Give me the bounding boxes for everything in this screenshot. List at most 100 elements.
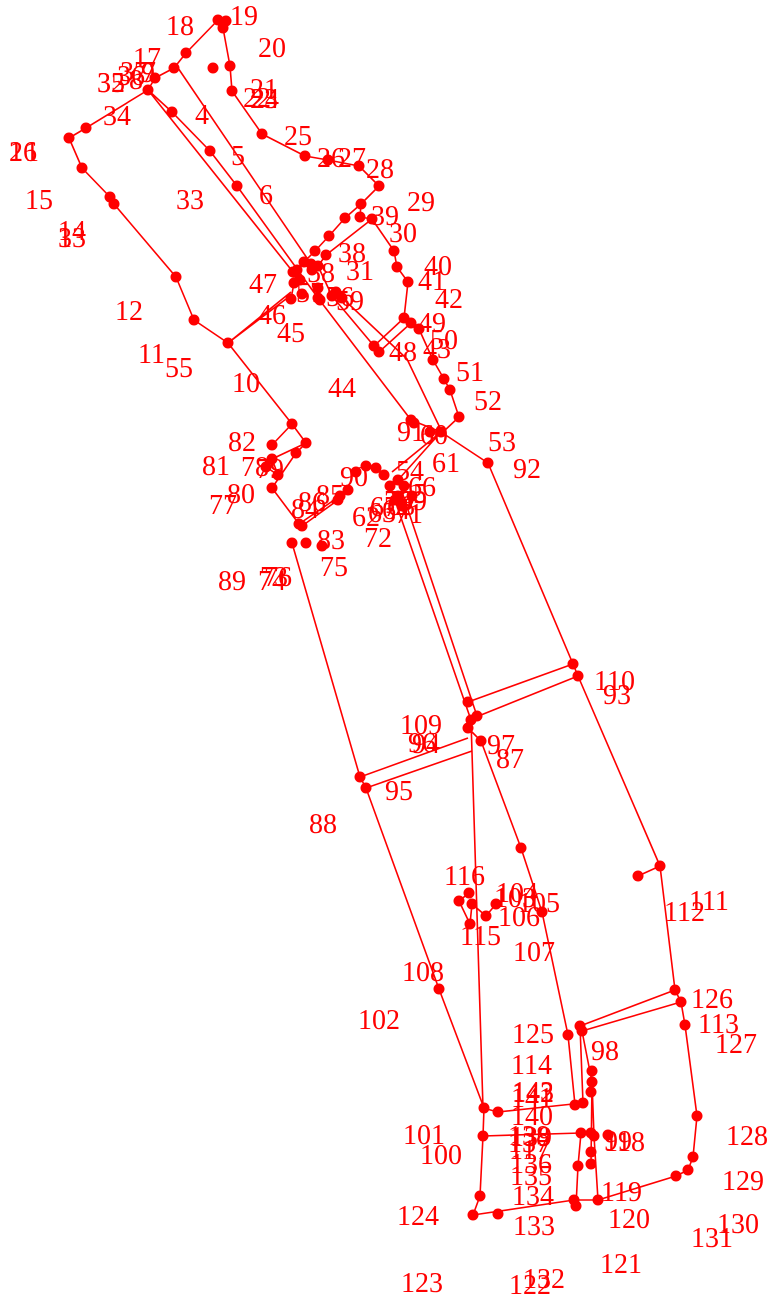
node-label-24: 24 xyxy=(251,84,279,115)
node-label-107: 107 xyxy=(513,937,555,968)
node-marker-90 xyxy=(286,537,298,549)
node-label-49: 49 xyxy=(418,308,446,339)
node-marker-78 xyxy=(350,466,362,478)
node-marker-100 xyxy=(354,771,366,783)
node-label-64: 64 xyxy=(382,495,410,526)
node-marker-5 xyxy=(170,271,182,283)
node-label-126: 126 xyxy=(691,984,733,1015)
node-label-11: 11 xyxy=(138,339,165,370)
node-marker-41 xyxy=(482,457,494,469)
node-marker-43 xyxy=(366,213,378,225)
node-label-23: 23 xyxy=(250,84,278,115)
node-marker-121 xyxy=(679,1019,691,1031)
edge-20 xyxy=(389,485,499,1113)
node-label-81: 81 xyxy=(202,451,230,482)
node-label-25: 25 xyxy=(284,121,312,152)
node-label-96: 96 xyxy=(408,728,436,759)
node-label-73: 73 xyxy=(260,562,288,593)
node-marker-49 xyxy=(413,323,425,335)
node-label-21: 21 xyxy=(250,74,278,105)
node-marker-76 xyxy=(332,494,344,506)
node-label-129: 129 xyxy=(722,1166,764,1197)
edge-21 xyxy=(397,479,543,913)
node-marker-107 xyxy=(492,1106,504,1118)
node-label-12: 12 xyxy=(115,296,143,327)
node-label-71: 71 xyxy=(395,499,423,530)
node-label-53: 53 xyxy=(488,427,516,458)
edge-19 xyxy=(335,291,443,433)
node-marker-143 xyxy=(424,426,436,438)
node-label-131: 131 xyxy=(691,1223,733,1254)
node-marker-123 xyxy=(687,1151,699,1163)
node-marker-86 xyxy=(406,490,418,502)
node-label-85: 85 xyxy=(316,480,344,511)
node-label-62: 62 xyxy=(352,502,380,533)
node-label-79: 79 xyxy=(256,454,284,485)
node-label-68: 68 xyxy=(387,491,415,522)
node-label-42: 42 xyxy=(435,284,463,315)
node-marker-89 xyxy=(300,537,312,549)
node-marker-30 xyxy=(309,245,321,257)
node-marker-51 xyxy=(438,373,450,385)
node-marker-56 xyxy=(320,249,332,261)
node-marker-130 xyxy=(586,1076,598,1088)
node-label-28: 28 xyxy=(366,154,394,185)
node-label-103: 103 xyxy=(494,883,536,914)
node-label-15: 15 xyxy=(25,185,53,216)
node-label-17: 17 xyxy=(133,43,161,74)
node-label-20: 20 xyxy=(258,33,286,64)
node-label-121: 121 xyxy=(600,1249,642,1280)
node-marker-141 xyxy=(602,1129,614,1141)
node-marker-125 xyxy=(670,1170,682,1182)
node-marker-140 xyxy=(585,1158,597,1170)
node-marker-2 xyxy=(76,162,88,174)
node-label-110: 110 xyxy=(594,666,635,697)
node-marker-28 xyxy=(339,212,351,224)
node-label-2: 2 xyxy=(9,137,23,168)
node-marker-27 xyxy=(355,198,367,210)
node-label-111: 111 xyxy=(689,886,729,917)
node-label-55: 55 xyxy=(165,353,193,384)
node-label-128: 128 xyxy=(726,1121,768,1152)
node-label-46: 46 xyxy=(258,300,286,331)
node-label-95: 95 xyxy=(385,776,413,807)
node-marker-117 xyxy=(480,910,492,922)
node-marker-144 xyxy=(316,540,328,552)
edge-9 xyxy=(301,499,339,527)
node-label-125: 125 xyxy=(512,1019,554,1050)
edge-22 xyxy=(397,431,442,481)
node-label-37: 37 xyxy=(120,57,148,88)
node-marker-111 xyxy=(562,1029,574,1041)
node-label-56: 56 xyxy=(326,282,354,313)
node-marker-122 xyxy=(691,1110,703,1122)
node-label-36: 36 xyxy=(117,61,145,92)
edge-29 xyxy=(581,1001,682,1032)
node-marker-66 xyxy=(296,288,308,300)
node-marker-64 xyxy=(312,282,324,294)
node-label-75: 75 xyxy=(320,552,348,583)
node-marker-23 xyxy=(299,150,311,162)
node-marker-82 xyxy=(384,480,396,492)
node-marker-120 xyxy=(675,996,687,1008)
node-label-116: 116 xyxy=(444,861,485,892)
node-label-130: 130 xyxy=(717,1209,759,1240)
node-label-101: 101 xyxy=(403,1120,445,1151)
node-label-120: 120 xyxy=(608,1204,650,1235)
node-marker-115 xyxy=(464,918,476,930)
node-label-106: 106 xyxy=(498,902,540,933)
node-marker-42 xyxy=(354,211,366,223)
node-marker-6 xyxy=(188,314,200,326)
node-marker-11 xyxy=(80,122,92,134)
node-marker-118 xyxy=(490,898,502,910)
node-marker-65 xyxy=(336,292,348,304)
node-label-108: 108 xyxy=(402,957,444,988)
node-label-5: 5 xyxy=(231,141,245,172)
node-marker-21 xyxy=(226,85,238,97)
node-label-4: 4 xyxy=(195,100,209,131)
node-label-10: 10 xyxy=(232,368,260,399)
node-marker-19 xyxy=(224,60,236,72)
node-marker-8 xyxy=(286,418,298,430)
node-marker-137 xyxy=(570,1200,582,1212)
node-marker-25 xyxy=(353,160,365,172)
